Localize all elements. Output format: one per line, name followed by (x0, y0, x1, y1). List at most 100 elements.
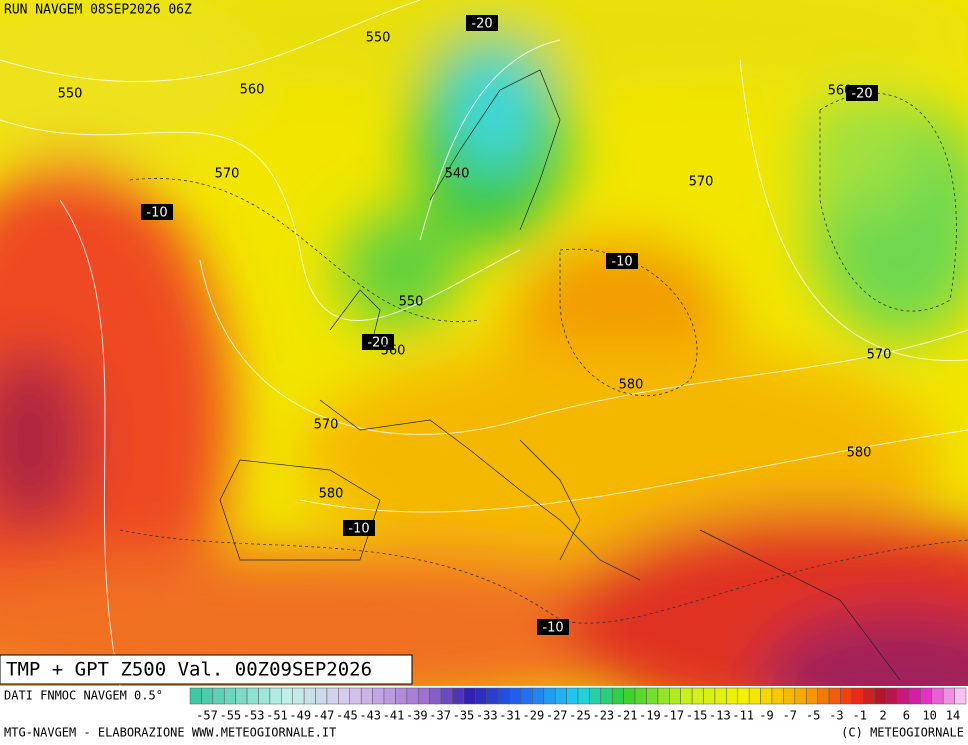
colorbar-swatch (611, 687, 624, 705)
gpt-label: 560 (240, 83, 265, 98)
colorbar-swatch (223, 687, 236, 705)
gpt-label: 540 (445, 167, 470, 182)
colorbar-swatch (623, 687, 636, 705)
colorbar-label: -17 (662, 709, 684, 723)
temp-label: -20 (367, 336, 388, 351)
gpt-label: 570 (314, 418, 339, 433)
source-label: DATI FNMOC NAVGEM 0.5° (4, 689, 163, 703)
temp-label-box (846, 85, 878, 101)
colorbar-label: 14 (946, 709, 960, 723)
colorbar-label: -19 (639, 709, 661, 723)
colorbar-swatch (703, 687, 716, 705)
temp-label-box (466, 15, 498, 31)
gpt-label: 580 (319, 487, 344, 502)
colorbar-swatch (634, 687, 647, 705)
colorbar-label: -33 (476, 709, 498, 723)
colorbar-label: 10 (922, 709, 936, 723)
colorbar-swatch (543, 687, 556, 705)
colorbar-label: -11 (732, 709, 754, 723)
colorbar-swatch (600, 687, 613, 705)
colorbar-label: -57 (196, 709, 218, 723)
colorbar-swatch (201, 687, 214, 705)
colorbar-label: -1 (853, 709, 867, 723)
run-label: RUN NAVGEM 08SEP2026 06Z (4, 3, 192, 18)
colorbar-swatch (908, 687, 921, 705)
colorbar-swatch (726, 687, 739, 705)
colorbar-label: 2 (879, 709, 886, 723)
colorbar-swatch (669, 687, 681, 705)
colorbar-swatch (840, 687, 853, 705)
gpt-label: 580 (847, 446, 872, 461)
colorbar-swatch (885, 687, 898, 705)
colorbar-label: -9 (759, 709, 773, 723)
colorbar-swatch (828, 687, 841, 705)
colorbar-swatch (771, 687, 784, 705)
colorbar-label: -29 (523, 709, 545, 723)
colorbar-swatch (497, 687, 510, 705)
title-box (0, 654, 413, 685)
colorbar-swatch (520, 687, 533, 705)
temp-label-box (343, 520, 375, 536)
colorbar-swatch (429, 687, 442, 705)
colorbar-swatch (246, 687, 259, 705)
colorbar-swatch (851, 687, 864, 705)
gpt-label: 550 (366, 31, 391, 46)
colorbar-swatch (874, 687, 887, 705)
colorbar-swatch (954, 687, 967, 705)
colorbar-swatch (281, 687, 293, 705)
colorbar-swatch (292, 687, 305, 705)
colorbar-swatch (372, 687, 385, 705)
footer-left: MTG-NAVGEM - ELABORAZIONE WWW.METEOGIORN… (4, 726, 336, 740)
temp-label-box (141, 204, 173, 220)
colorbar-label: -31 (499, 709, 521, 723)
colorbar-swatch (577, 687, 590, 705)
temp-label: -10 (611, 255, 632, 270)
colorbar-swatch (440, 687, 453, 705)
colorbar-label: -23 (592, 709, 614, 723)
colorbar-label: -35 (453, 709, 475, 723)
colorbar-swatch (360, 687, 373, 705)
colorbar-swatch (794, 687, 807, 705)
colorbar-swatch (463, 687, 476, 705)
footer-right: (C) METEOGIORNALE (841, 726, 964, 740)
colorbar-swatch (566, 687, 579, 705)
colorbar-swatch (691, 687, 704, 705)
colorbar-label: -25 (569, 709, 591, 723)
colorbar-swatch (897, 687, 910, 705)
gpt-label: 570 (689, 175, 714, 190)
colorbar-swatch (417, 687, 430, 705)
colorbar-swatch (920, 687, 933, 705)
gpt-label: 570 (215, 167, 240, 182)
temp-label: -20 (851, 87, 872, 102)
colorbar-swatch (589, 687, 602, 705)
colorbar-swatch (748, 687, 761, 705)
colorbar-swatch (714, 687, 727, 705)
temp-label: -10 (542, 621, 563, 636)
colorbar-label: -47 (313, 709, 335, 723)
colorbar-swatch (349, 687, 362, 705)
colorbar-swatch (315, 687, 328, 705)
map-title: TMP + GPT Z500 Val. 00Z09SEP2026 (6, 659, 372, 681)
colorbar-swatch (326, 687, 339, 705)
colorbar-label: -3 (829, 709, 843, 723)
colorbar-label: -41 (383, 709, 405, 723)
colorbar-label: -49 (289, 709, 311, 723)
colorbar-label: -5 (806, 709, 820, 723)
colorbar-swatch (760, 687, 773, 705)
colorbar-swatch (406, 687, 419, 705)
colorbar-swatch (931, 687, 944, 705)
temp-label: -10 (146, 206, 167, 221)
temp-label-box (362, 334, 394, 350)
colorbar-swatch (189, 687, 202, 705)
colorbar-swatch (258, 687, 271, 705)
temp-label: -20 (471, 17, 492, 32)
colorbar-swatch (269, 687, 282, 705)
colorbar-swatch (338, 687, 351, 705)
colorbar-swatch (303, 687, 316, 705)
colorbar-label: -21 (616, 709, 638, 723)
colorbar-label: -13 (709, 709, 731, 723)
colorbar-label: -27 (546, 709, 568, 723)
colorbar-swatch (657, 687, 670, 705)
